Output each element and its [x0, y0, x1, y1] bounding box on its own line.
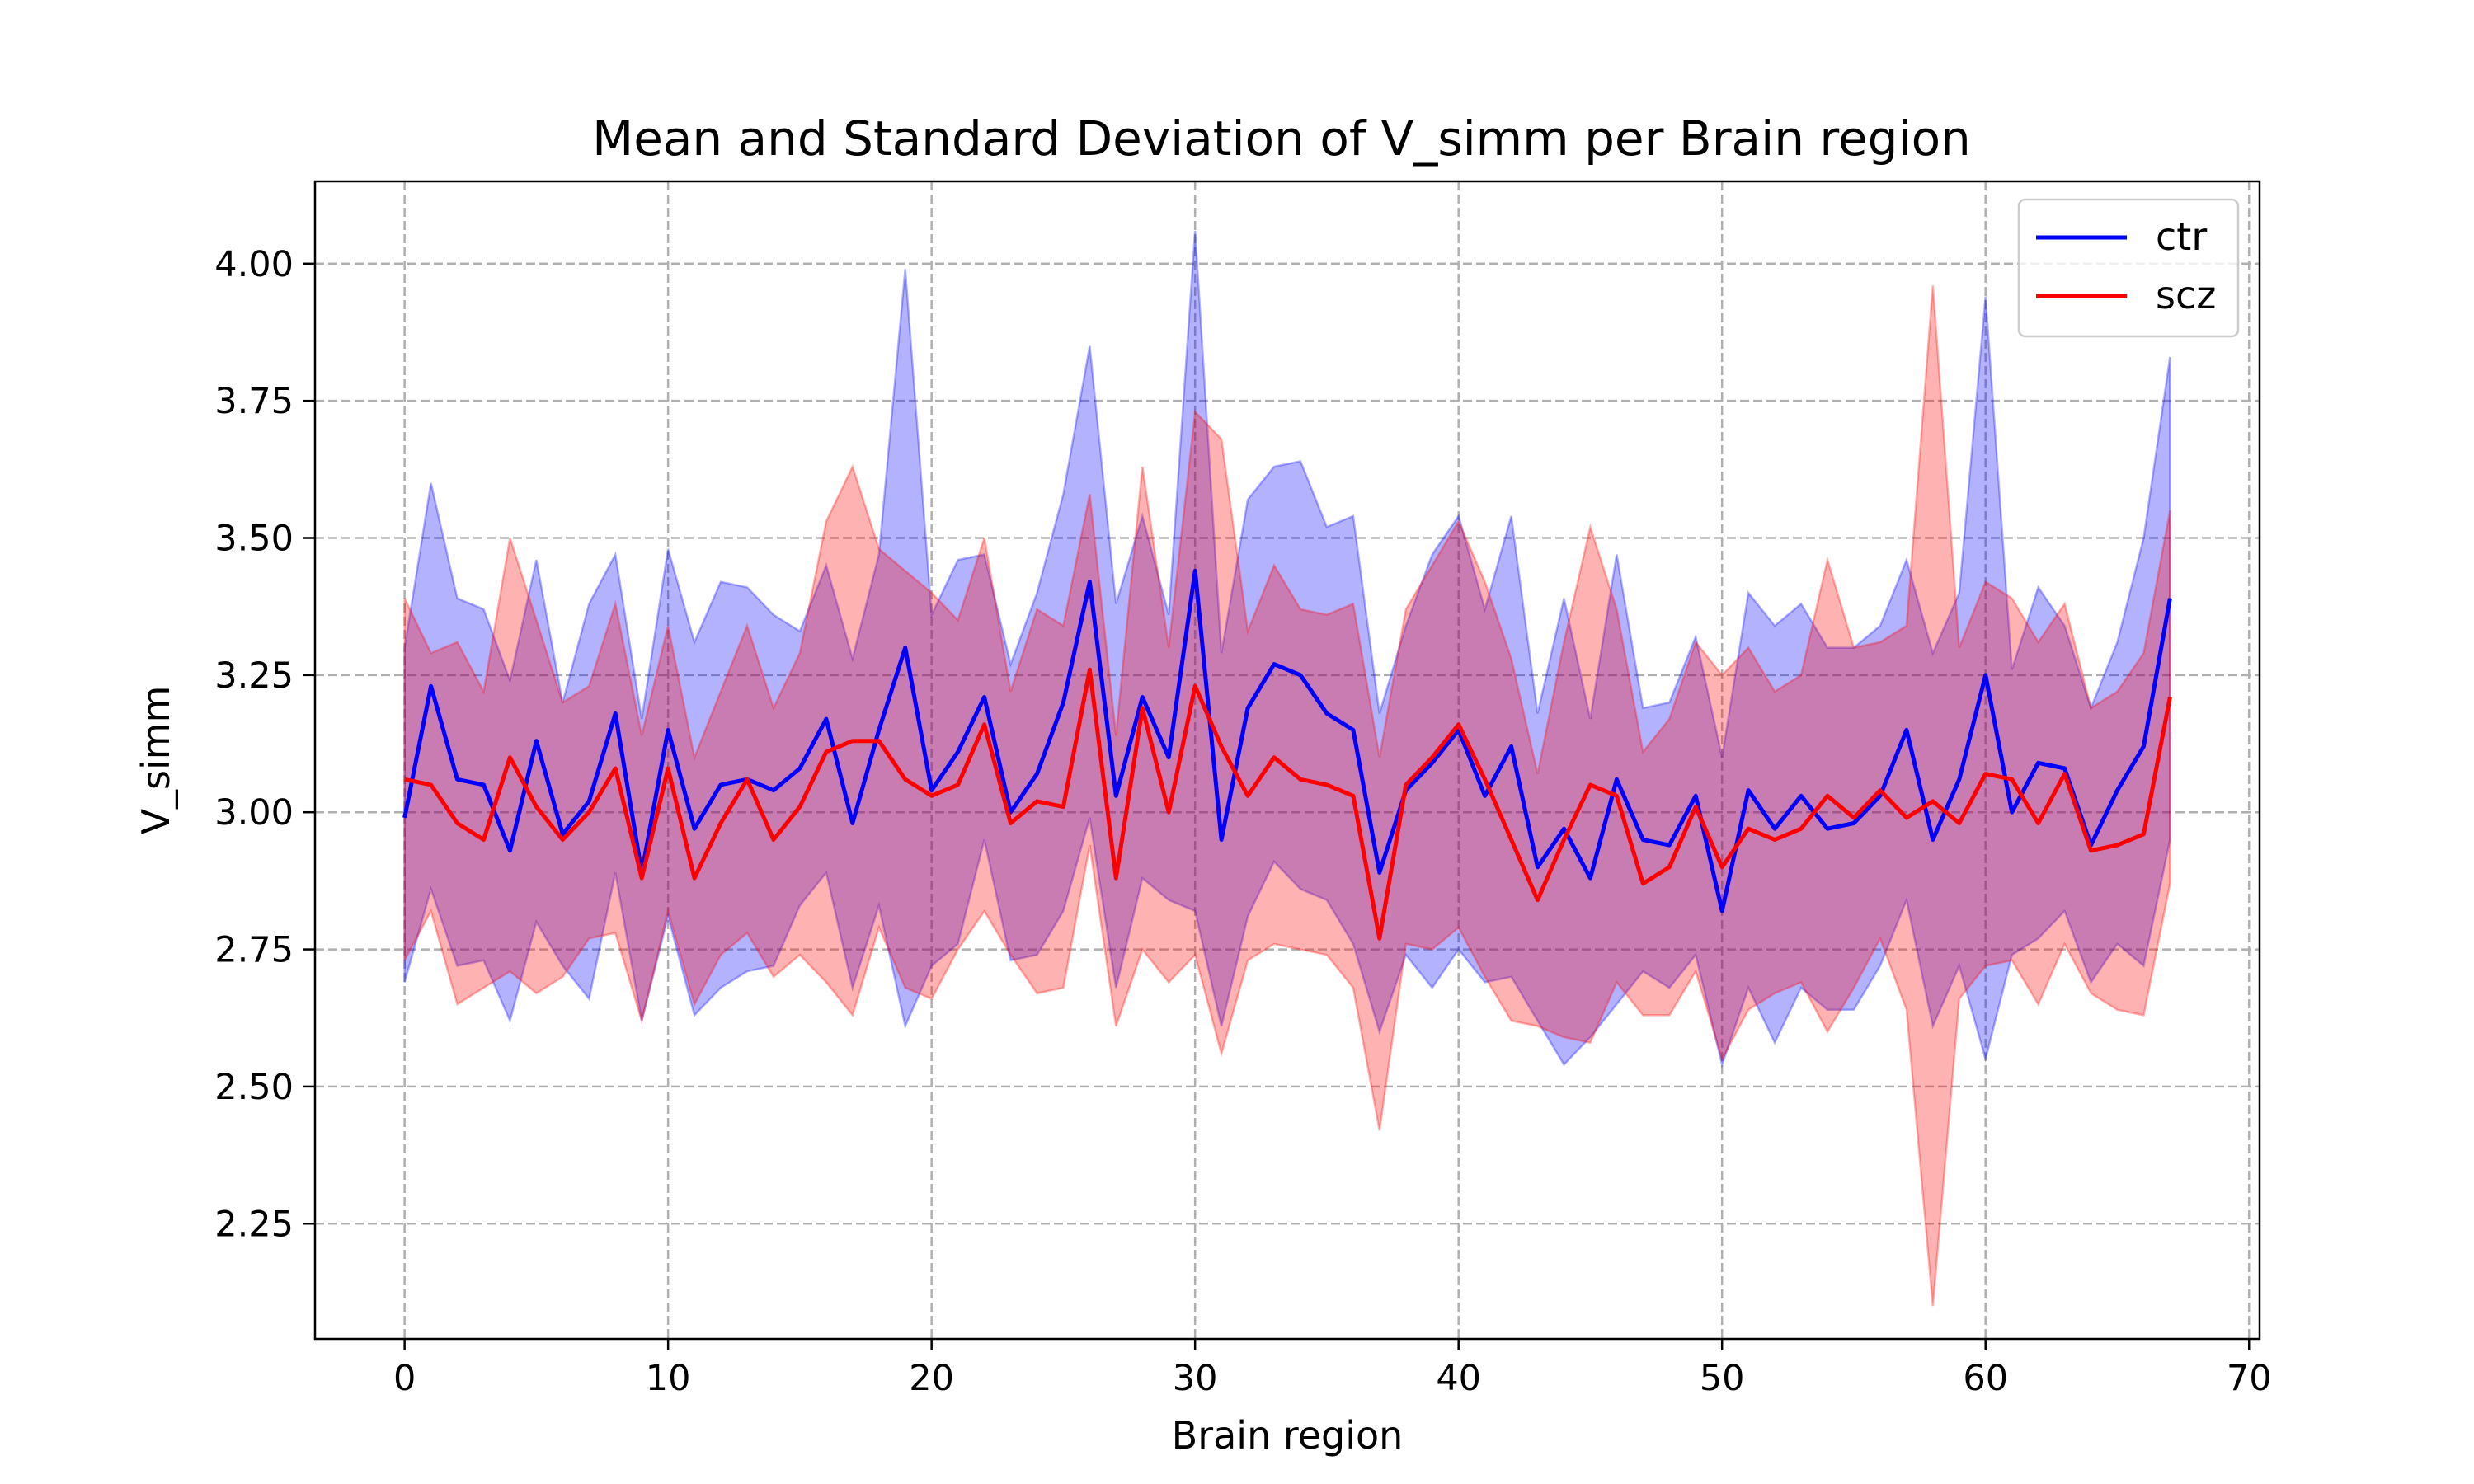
y-tick-label: 2.50	[214, 1067, 294, 1108]
x-axis-title: Brain region	[1172, 1413, 1404, 1458]
x-tick-label: 50	[1700, 1358, 1745, 1399]
y-axis: 2.25 2.50 2.75 3.00 3.25 3.50 3.75 4.00	[214, 244, 315, 1245]
x-tick-label: 10	[646, 1358, 691, 1399]
x-tick-label: 30	[1173, 1358, 1218, 1399]
y-axis-title: V_simm	[134, 686, 178, 835]
y-tick-label: 3.75	[214, 381, 294, 422]
std-band-scz	[403, 285, 2171, 1307]
x-axis: 0 10 20 30 40 50 60 70	[393, 1339, 2272, 1399]
legend-label-ctr: ctr	[2156, 214, 2207, 259]
mean-line-scz	[404, 667, 2172, 941]
chart-title: Mean and Standard Deviation of V_simm pe…	[592, 110, 1971, 167]
y-tick-label: 2.75	[214, 930, 294, 971]
grid-layer	[315, 181, 2260, 1339]
y-tick-label: 3.50	[214, 519, 294, 560]
legend-box	[2017, 198, 2240, 338]
x-tick-label: 70	[2227, 1358, 2272, 1399]
y-tick-label: 4.00	[214, 244, 294, 285]
x-tick-label: 20	[909, 1358, 954, 1399]
y-tick-label: 3.25	[214, 655, 294, 697]
legend-label-scz: scz	[2156, 273, 2216, 317]
mean-line-ctr	[402, 568, 2172, 913]
plot-frame	[313, 180, 2261, 1341]
y-tick-label: 3.00	[214, 792, 294, 834]
legend: ctr scz	[2017, 198, 2240, 338]
x-tick-label: 0	[393, 1358, 416, 1399]
x-tick-label: 40	[1436, 1358, 1481, 1399]
line-layer	[402, 568, 2172, 941]
x-tick-label: 60	[1963, 1358, 2008, 1399]
y-tick-label: 2.25	[214, 1204, 294, 1245]
